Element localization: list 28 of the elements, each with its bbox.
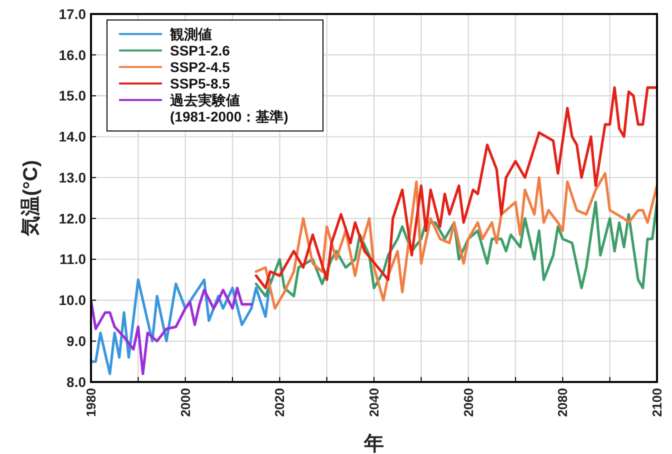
line-series: [91, 286, 253, 376]
legend-label: SSP2-4.5: [170, 58, 230, 75]
y-axis-title: 気温(°C): [20, 160, 42, 237]
y-tick-label: 11.0: [60, 251, 86, 268]
x-tick-label: 1980: [84, 388, 99, 417]
y-tick-label: 8.0: [66, 374, 86, 390]
line-series: [254, 172, 657, 310]
y-tick-label: 15.0: [58, 88, 86, 104]
y-tick-label: 10.0: [58, 292, 86, 308]
x-tick-label: 2080: [555, 388, 570, 417]
legend-label: SSP5-8.5: [170, 75, 230, 92]
y-tick-label: 13.0: [58, 169, 86, 186]
y-tick-label: 16.0: [58, 46, 86, 63]
x-tick-label: 2000: [178, 388, 193, 417]
x-axis-title: 年: [363, 433, 384, 454]
x-tick-label: 2100: [650, 388, 665, 417]
y-tick-label: 14.0: [58, 128, 86, 145]
legend-label: SSP1-2.6: [170, 42, 230, 58]
x-tick-label: 2040: [366, 388, 382, 417]
x-tick-label: 2060: [460, 388, 476, 417]
line-series: [254, 86, 657, 290]
legend-label: 過去実験値 (1981-2000：基準): [169, 92, 288, 124]
y-tick-label: 12.0: [58, 210, 86, 226]
line-series: [91, 278, 272, 376]
x-tick-label: 2020: [272, 388, 288, 417]
y-tick-label: 9.0: [66, 333, 86, 350]
legend-label: 観測値: [169, 26, 212, 42]
y-tick-label: 17.0: [58, 6, 86, 22]
